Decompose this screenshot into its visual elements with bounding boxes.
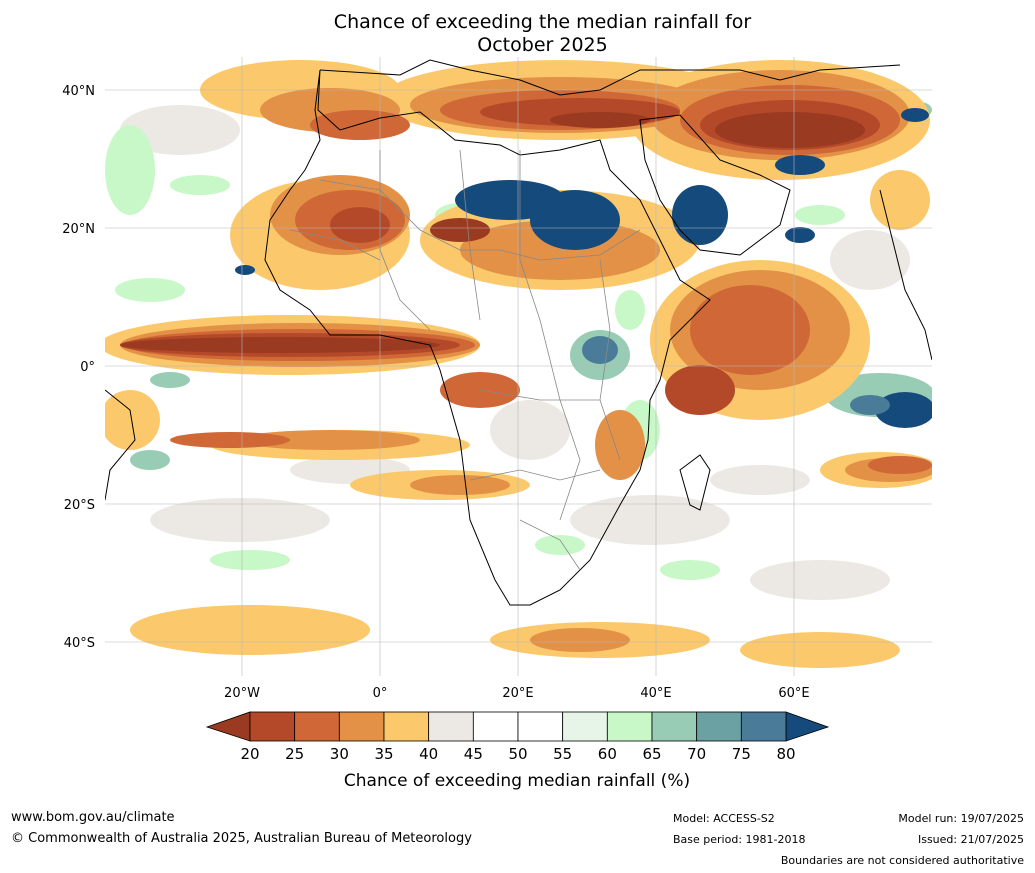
colorbar-tick-label: 40	[419, 745, 438, 763]
colorbar-segment	[294, 711, 340, 742]
map-field	[105, 57, 932, 676]
colorbar-tick-label: 65	[642, 745, 661, 763]
longitude-labels: 20°W 0° 20°E 40°E 60°E	[224, 686, 810, 701]
colorbar-tick-label: 55	[553, 745, 572, 763]
disclaimer-text: Boundaries are not considered authoritat…	[780, 854, 1024, 867]
colorbar-segment	[472, 711, 519, 742]
colorbar-tick-label: 20	[240, 745, 259, 763]
colorbar-segment	[428, 711, 474, 742]
colorbar-tick-label: 80	[776, 745, 795, 763]
lat-label: 20°N	[62, 222, 95, 237]
model-run-text: Model run: 19/07/2025	[898, 812, 1024, 825]
lon-label: 40°E	[640, 686, 671, 701]
madagascar-coastline	[679, 454, 711, 511]
south-america-coastline	[105, 389, 136, 501]
above-median-80-zones	[235, 108, 932, 428]
india-coastline	[879, 189, 932, 361]
coastlines	[105, 59, 932, 606]
colorbar-segment	[740, 711, 787, 742]
colorbar-segment	[651, 711, 698, 742]
colorbar-segment	[338, 711, 385, 742]
lat-label: 0°	[80, 360, 95, 375]
map-title-line1: Chance of exceeding the median rainfall …	[333, 11, 752, 33]
above-median-light-patches	[105, 125, 845, 580]
colorbar-tick-label: 45	[464, 745, 483, 763]
colorbar-tick-label: 60	[598, 745, 617, 763]
arabian-peninsula-coastline	[639, 114, 791, 256]
colorbar-segment	[562, 711, 608, 742]
below-median-20-zones	[120, 112, 865, 353]
latitude-labels: 40°N 20°N 0° 20°S 40°S	[62, 84, 95, 651]
colorbar-tick-label: 35	[374, 745, 393, 763]
issued-text: Issued: 21/07/2025	[917, 833, 1024, 846]
colorbar-segment	[383, 711, 430, 742]
colorbar-segment	[696, 711, 742, 742]
colorbar-tick-label: 50	[508, 745, 527, 763]
colorbar-tick-label: 30	[330, 745, 349, 763]
africa-coastline	[264, 69, 711, 606]
colorbar-tick-label: 75	[732, 745, 751, 763]
colorbar-tick-label: 70	[687, 745, 706, 763]
base-period-text: Base period: 1981-2018	[673, 833, 806, 846]
colorbar-tick-label: 25	[285, 745, 304, 763]
colorbar-tick-labels: 20 25 30 35 40 45 50 55 60 65 70 75 80	[240, 745, 795, 763]
colorbar-segment	[517, 711, 564, 742]
lon-label: 20°E	[502, 686, 533, 701]
lat-label: 40°N	[62, 84, 95, 99]
lon-label: 60°E	[778, 686, 809, 701]
colorbar-segment	[606, 711, 653, 742]
lat-label: 40°S	[64, 636, 95, 651]
colorbar-segment	[249, 711, 296, 742]
model-text: Model: ACCESS-S2	[673, 812, 775, 825]
country-borders	[289, 149, 641, 571]
colorbar-segments	[249, 711, 787, 742]
website-text: www.bom.gov.au/climate	[11, 810, 175, 825]
lat-label: 20°S	[64, 498, 95, 513]
copyright-text: © Commonwealth of Australia 2025, Austra…	[11, 831, 472, 846]
colorbar: 20 25 30 35 40 45 50 55 60 65 70 75 80 Chance of exc…	[205, 711, 830, 791]
colorbar-over-arrow	[785, 711, 830, 742]
above-median-75-zones	[582, 336, 890, 415]
neutral-patches	[120, 105, 910, 600]
lon-label: 0°	[373, 686, 388, 701]
map-title-line2: October 2025	[477, 34, 608, 56]
lon-label: 20°W	[224, 686, 260, 701]
europe-coastline	[319, 59, 901, 96]
colorbar-label: Chance of exceeding median rainfall (%)	[344, 771, 690, 791]
colorbar-under-arrow	[205, 711, 251, 742]
